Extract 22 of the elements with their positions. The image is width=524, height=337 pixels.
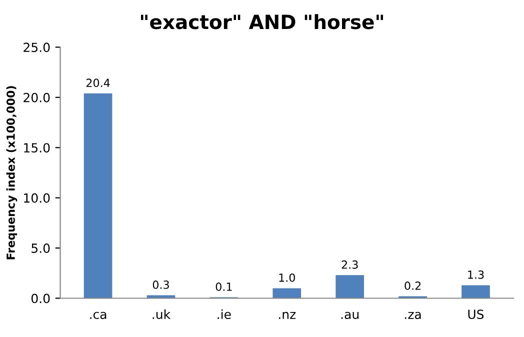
x-tick-label: .ie <box>218 309 231 320</box>
y-tick-label: 25.0 <box>24 42 50 52</box>
x-tick-label: .nz <box>279 312 296 319</box>
y-axis-title: Frequency index (x100,000) <box>6 86 18 260</box>
x-tick-label: .ca <box>90 312 106 320</box>
data-label: 1.3 <box>468 270 484 279</box>
x-tick-label: US <box>468 310 484 320</box>
x-tick-label: .za <box>405 312 421 320</box>
x-tick-label: .au <box>341 312 358 320</box>
chart-title: "exactor" AND "horse" <box>141 14 383 30</box>
y-tick-label: 10.0 <box>24 193 50 203</box>
y-tick-label: 0.0 <box>31 294 50 304</box>
data-label: 20.4 <box>86 78 110 88</box>
data-label: 1.0 <box>279 273 295 282</box>
data-label: 0.3 <box>152 280 169 289</box>
y-tick-label: 5.0 <box>32 244 50 253</box>
data-label: 0.1 <box>216 282 232 291</box>
data-label: 0.2 <box>404 282 421 290</box>
y-tick-label: 20.0 <box>24 92 50 102</box>
y-tick-label: 15.0 <box>24 143 50 153</box>
data-label: 2.3 <box>342 260 358 269</box>
x-tick-label: .uk <box>152 309 171 320</box>
